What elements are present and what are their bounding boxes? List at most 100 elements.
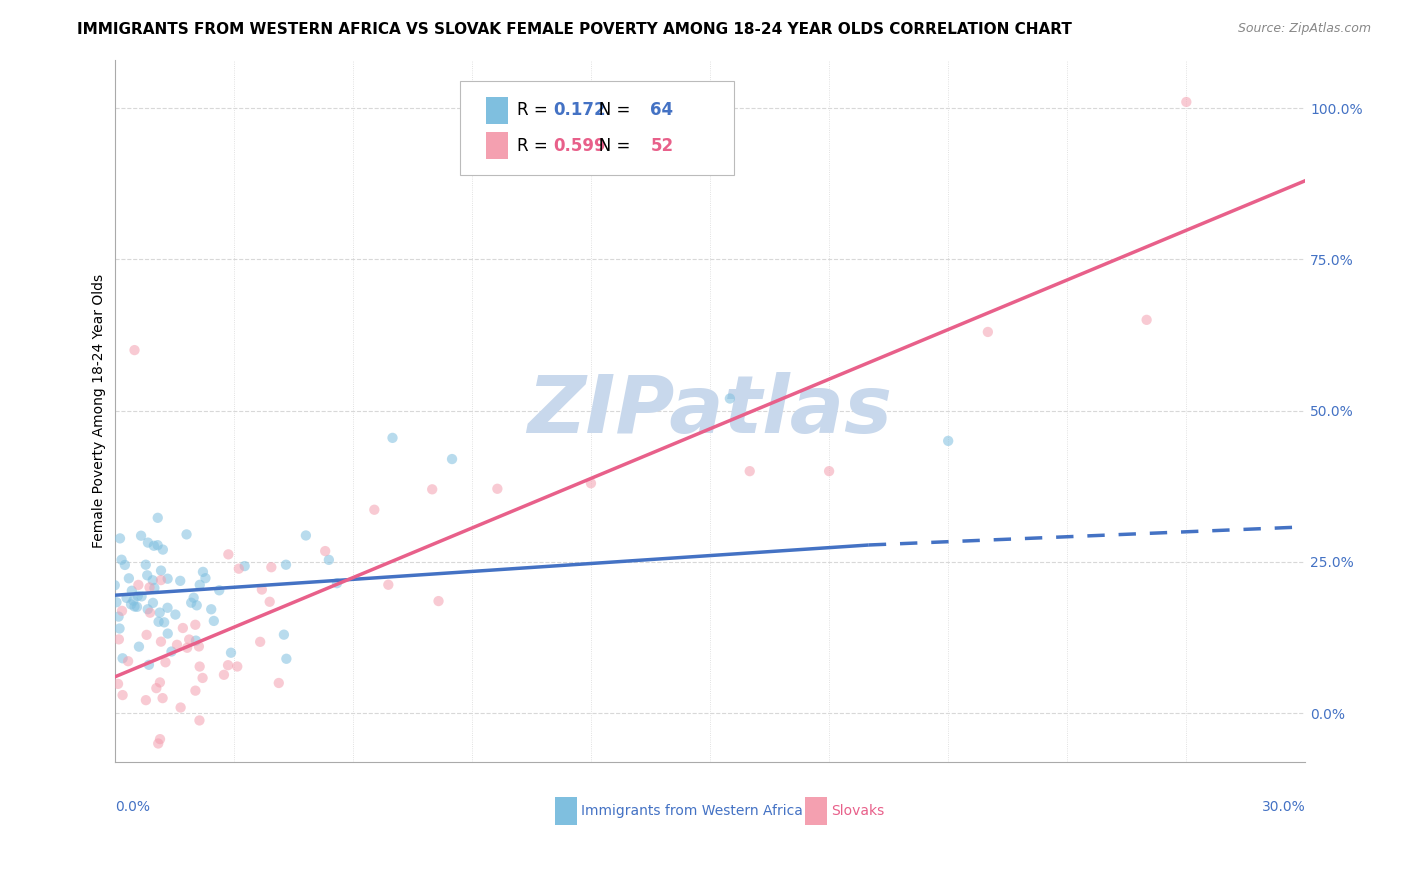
Point [115,591,138,605]
Point [427,594,450,608]
Point [194,571,217,585]
Point [118,571,141,585]
Text: 30.0%: 30.0% [1261,800,1305,814]
Point [111,688,134,702]
Point [148,737,170,751]
Point [136,535,159,549]
Point [191,565,214,579]
Text: N =: N = [582,102,636,120]
Point [259,595,281,609]
Point [738,464,761,478]
Point [107,609,129,624]
Point [381,431,404,445]
Text: Immigrants from Western Africa: Immigrants from Western Africa [582,804,803,818]
Point [188,578,211,592]
Point [152,542,174,557]
Point [156,572,179,586]
Point [363,502,385,516]
Point [146,511,169,525]
Point [149,573,172,587]
Point [156,626,179,640]
Point [318,553,340,567]
Point [136,602,159,616]
Point [169,574,191,588]
Point [125,599,148,614]
Point [188,659,211,673]
Point [160,644,183,658]
Point [179,632,201,647]
Point [202,614,225,628]
Text: Source: ZipAtlas.com: Source: ZipAtlas.com [1237,22,1371,36]
Point [150,564,173,578]
Point [184,633,207,648]
Point [138,581,160,595]
Point [120,598,142,612]
Bar [806,797,827,825]
Point [128,640,150,654]
Point [135,628,157,642]
Point [139,606,162,620]
Point [136,568,159,582]
Point [146,538,169,552]
Point [169,700,191,714]
Point [226,659,249,673]
Point [138,657,160,672]
Point [149,606,172,620]
Point [200,602,222,616]
Point [127,589,149,603]
Point [176,527,198,541]
Point [155,655,177,669]
Point [276,652,298,666]
Text: R =: R = [517,136,553,155]
Text: 0.172: 0.172 [553,102,606,120]
Point [187,640,209,654]
Bar [486,133,508,159]
Point [104,578,127,592]
Point [326,576,349,591]
Point [148,615,170,629]
Point [228,562,250,576]
Point [153,615,176,630]
Point [191,671,214,685]
Point [149,732,172,747]
Point [165,607,187,622]
Point [152,691,174,706]
Point [121,583,143,598]
Point [260,560,283,574]
Point [184,617,207,632]
Text: R =: R = [517,102,553,120]
Point [377,578,399,592]
Point [250,582,273,597]
Point [295,528,318,542]
Point [149,675,172,690]
Point [314,544,336,558]
Point [183,591,205,605]
Point [110,552,132,566]
Point [441,452,464,467]
Point [217,547,239,561]
Point [108,532,131,546]
Point [180,596,202,610]
Point [486,482,509,496]
Point [166,638,188,652]
Point [108,622,131,636]
Point [142,574,165,588]
Point [143,581,166,595]
Bar [486,97,508,124]
Point [122,593,145,607]
Text: ZIPatlas: ZIPatlas [527,372,893,450]
Point [176,640,198,655]
Point [186,599,208,613]
Point [579,476,602,491]
Point [127,578,149,592]
Point [124,599,146,614]
Point [172,621,194,635]
Point [233,559,256,574]
Point [273,628,295,642]
Point [249,635,271,649]
Point [142,539,165,553]
Text: 0.599: 0.599 [553,136,606,155]
Point [818,464,841,478]
Point [718,392,741,406]
Point [111,651,134,665]
